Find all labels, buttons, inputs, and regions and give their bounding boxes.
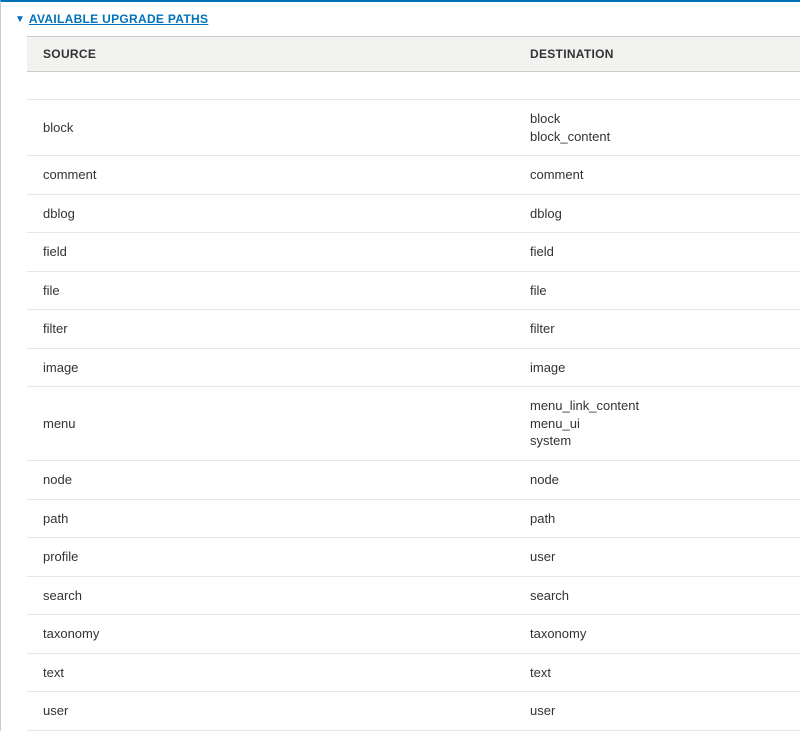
cell-destination: text <box>514 653 800 692</box>
cell-destination: menu_link_contentmenu_uisystem <box>514 387 800 461</box>
cell-source: field <box>27 233 514 272</box>
disclosure-triangle-icon: ▼ <box>15 14 25 25</box>
upgrade-paths-panel: ▼ AVAILABLE UPGRADE PATHS SOURCE DESTINA… <box>0 0 800 731</box>
table-row: file file <box>27 271 800 310</box>
cell-destination: path <box>514 499 800 538</box>
cell-destination: file <box>514 271 800 310</box>
upgrade-paths-table: SOURCE DESTINATION blockblockblock_conte… <box>27 36 800 731</box>
destination-item: menu_link_content <box>530 397 784 415</box>
destination-item: node <box>530 471 784 489</box>
table-row: field field <box>27 233 800 272</box>
section-toggle[interactable]: ▼ AVAILABLE UPGRADE PATHS <box>1 12 800 36</box>
cell-source: taxonomy <box>27 615 514 654</box>
table-row: search search <box>27 576 800 615</box>
table-row: dblog dblog <box>27 194 800 233</box>
destination-item: menu_ui <box>530 415 784 433</box>
cell-source: node <box>27 461 514 500</box>
destination-item: block <box>530 110 784 128</box>
destination-item: path <box>530 510 784 528</box>
cell-source: search <box>27 576 514 615</box>
table-row: profile user <box>27 538 800 577</box>
table-row: text text <box>27 653 800 692</box>
cell-destination: user <box>514 538 800 577</box>
destination-item: field <box>530 243 784 261</box>
cell-source: dblog <box>27 194 514 233</box>
cell-source: block <box>27 100 514 156</box>
destination-item: system <box>530 432 784 450</box>
table-spacer-row <box>27 72 800 100</box>
cell-source: text <box>27 653 514 692</box>
destination-item: comment <box>530 166 784 184</box>
cell-destination: taxonomy <box>514 615 800 654</box>
cell-destination: search <box>514 576 800 615</box>
table-container: SOURCE DESTINATION blockblockblock_conte… <box>1 36 800 731</box>
cell-destination: image <box>514 348 800 387</box>
cell-source: file <box>27 271 514 310</box>
section-title: AVAILABLE UPGRADE PATHS <box>29 12 208 26</box>
destination-item: text <box>530 664 784 682</box>
cell-destination: dblog <box>514 194 800 233</box>
destination-item: file <box>530 282 784 300</box>
cell-source: comment <box>27 156 514 195</box>
cell-source: filter <box>27 310 514 349</box>
table-row: blockblockblock_content <box>27 100 800 156</box>
cell-source: profile <box>27 538 514 577</box>
cell-destination: field <box>514 233 800 272</box>
cell-destination: blockblock_content <box>514 100 800 156</box>
cell-source: menu <box>27 387 514 461</box>
col-header-source: SOURCE <box>27 37 514 72</box>
destination-item: taxonomy <box>530 625 784 643</box>
table-header-row: SOURCE DESTINATION <box>27 37 800 72</box>
col-header-destination: DESTINATION <box>514 37 800 72</box>
destination-item: user <box>530 548 784 566</box>
table-row: node node <box>27 461 800 500</box>
destination-item: user <box>530 702 784 720</box>
table-row: image image <box>27 348 800 387</box>
table-row: comment comment <box>27 156 800 195</box>
table-row: taxonomy taxonomy <box>27 615 800 654</box>
destination-item: search <box>530 587 784 605</box>
table-row: path path <box>27 499 800 538</box>
destination-item: block_content <box>530 128 784 146</box>
cell-source: path <box>27 499 514 538</box>
cell-source: image <box>27 348 514 387</box>
destination-item: image <box>530 359 784 377</box>
cell-destination: node <box>514 461 800 500</box>
destination-item: dblog <box>530 205 784 223</box>
cell-destination: comment <box>514 156 800 195</box>
table-row: menumenu_link_contentmenu_uisystem <box>27 387 800 461</box>
table-row: filter filter <box>27 310 800 349</box>
cell-destination: filter <box>514 310 800 349</box>
destination-item: filter <box>530 320 784 338</box>
